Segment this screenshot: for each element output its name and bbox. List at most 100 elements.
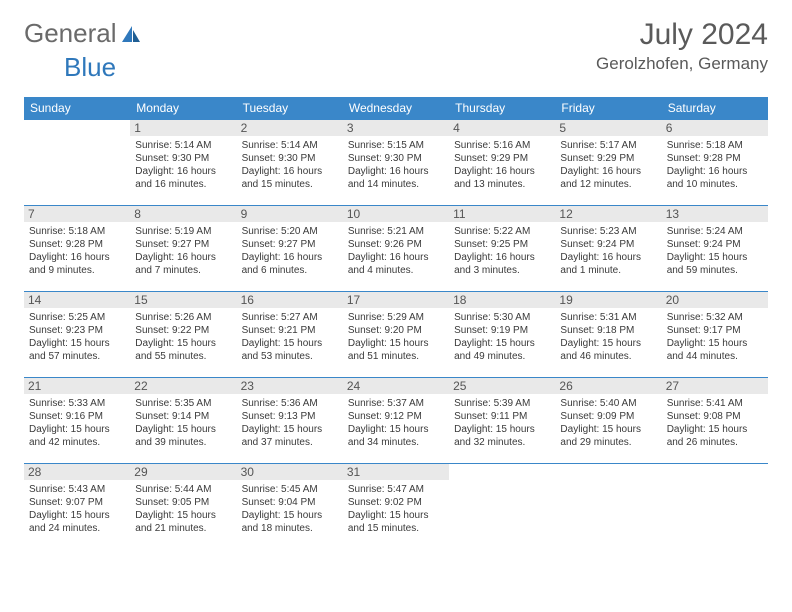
day-details: Sunrise: 5:23 AMSunset: 9:24 PMDaylight:…: [560, 225, 656, 277]
daylight-line2: and 39 minutes.: [135, 436, 231, 449]
calendar-row: 7Sunrise: 5:18 AMSunset: 9:28 PMDaylight…: [24, 206, 768, 292]
day-details: Sunrise: 5:14 AMSunset: 9:30 PMDaylight:…: [242, 139, 338, 191]
day-number: 6: [662, 120, 768, 136]
day-number: 26: [555, 378, 661, 394]
sunrise: Sunrise: 5:47 AM: [348, 483, 444, 496]
month-title: July 2024: [596, 18, 768, 52]
sunset: Sunset: 9:22 PM: [135, 324, 231, 337]
title-block: July 2024 Gerolzhofen, Germany: [596, 18, 768, 74]
daylight-line1: Daylight: 16 hours: [560, 165, 656, 178]
daylight-line2: and 7 minutes.: [135, 264, 231, 277]
sunset: Sunset: 9:29 PM: [454, 152, 550, 165]
daylight-line2: and 18 minutes.: [242, 522, 338, 535]
day-details: Sunrise: 5:27 AMSunset: 9:21 PMDaylight:…: [242, 311, 338, 363]
daylight-line2: and 12 minutes.: [560, 178, 656, 191]
daylight-line1: Daylight: 15 hours: [560, 423, 656, 436]
day-number: 20: [662, 292, 768, 308]
daylight-line2: and 10 minutes.: [667, 178, 763, 191]
day-header: Saturday: [662, 97, 768, 120]
sunset: Sunset: 9:05 PM: [135, 496, 231, 509]
sunset: Sunset: 9:27 PM: [242, 238, 338, 251]
sunset: Sunset: 9:30 PM: [135, 152, 231, 165]
logo-word-1: General: [24, 18, 117, 49]
calendar-cell: 20 Sunrise: 5:32 AMSunset: 9:17 PMDayligh…: [662, 292, 768, 378]
sunset: Sunset: 9:24 PM: [560, 238, 656, 251]
sunrise: Sunrise: 5:30 AM: [454, 311, 550, 324]
sunrise: Sunrise: 5:14 AM: [242, 139, 338, 152]
sunrise: Sunrise: 5:43 AM: [29, 483, 125, 496]
sunrise: Sunrise: 5:21 AM: [348, 225, 444, 238]
day-details: Sunrise: 5:18 AMSunset: 9:28 PMDaylight:…: [667, 139, 763, 191]
day-number: 18: [449, 292, 555, 308]
calendar-body: 1Sunrise: 5:14 AMSunset: 9:30 PMDaylight…: [24, 120, 768, 550]
sunrise: Sunrise: 5:36 AM: [242, 397, 338, 410]
sunrise: Sunrise: 5:25 AM: [29, 311, 125, 324]
day-details: Sunrise: 5:41 AMSunset: 9:08 PMDaylight:…: [667, 397, 763, 449]
daylight-line2: and 44 minutes.: [667, 350, 763, 363]
sunrise: Sunrise: 5:17 AM: [560, 139, 656, 152]
calendar-cell: [662, 464, 768, 550]
daylight-line1: Daylight: 16 hours: [667, 165, 763, 178]
sunset: Sunset: 9:07 PM: [29, 496, 125, 509]
day-number: 1: [130, 120, 236, 136]
day-number: 17: [343, 292, 449, 308]
daylight-line1: Daylight: 15 hours: [135, 337, 231, 350]
sunset: Sunset: 9:21 PM: [242, 324, 338, 337]
daylight-line1: Daylight: 15 hours: [242, 509, 338, 522]
daylight-line2: and 1 minute.: [560, 264, 656, 277]
sunrise: Sunrise: 5:18 AM: [667, 139, 763, 152]
daylight-line1: Daylight: 15 hours: [242, 337, 338, 350]
daylight-line1: Daylight: 15 hours: [454, 423, 550, 436]
day-number: 25: [449, 378, 555, 394]
sunset: Sunset: 9:04 PM: [242, 496, 338, 509]
daylight-line2: and 32 minutes.: [454, 436, 550, 449]
day-number: 22: [130, 378, 236, 394]
sunset: Sunset: 9:20 PM: [348, 324, 444, 337]
sunrise: Sunrise: 5:27 AM: [242, 311, 338, 324]
calendar-cell: 6 Sunrise: 5:18 AMSunset: 9:28 PMDaylight…: [662, 120, 768, 206]
sunset: Sunset: 9:16 PM: [29, 410, 125, 423]
sunset: Sunset: 9:17 PM: [667, 324, 763, 337]
daylight-line1: Daylight: 16 hours: [135, 165, 231, 178]
day-details: Sunrise: 5:39 AMSunset: 9:11 PMDaylight:…: [454, 397, 550, 449]
calendar-cell: 19Sunrise: 5:31 AMSunset: 9:18 PMDayligh…: [555, 292, 661, 378]
daylight-line1: Daylight: 16 hours: [29, 251, 125, 264]
day-number: 14: [24, 292, 130, 308]
calendar-cell: 21Sunrise: 5:33 AMSunset: 9:16 PMDayligh…: [24, 378, 130, 464]
daylight-line1: Daylight: 16 hours: [242, 251, 338, 264]
sunrise: Sunrise: 5:15 AM: [348, 139, 444, 152]
daylight-line2: and 3 minutes.: [454, 264, 550, 277]
sunrise: Sunrise: 5:24 AM: [667, 225, 763, 238]
daylight-line2: and 57 minutes.: [29, 350, 125, 363]
sunrise: Sunrise: 5:29 AM: [348, 311, 444, 324]
daylight-line1: Daylight: 15 hours: [135, 509, 231, 522]
sunrise: Sunrise: 5:14 AM: [135, 139, 231, 152]
sunrise: Sunrise: 5:20 AM: [242, 225, 338, 238]
daylight-line2: and 53 minutes.: [242, 350, 338, 363]
day-number: 30: [237, 464, 343, 480]
sunset: Sunset: 9:27 PM: [135, 238, 231, 251]
day-details: Sunrise: 5:18 AMSunset: 9:28 PMDaylight:…: [29, 225, 125, 277]
daylight-line2: and 13 minutes.: [454, 178, 550, 191]
daylight-line1: Daylight: 15 hours: [348, 423, 444, 436]
daylight-line1: Daylight: 15 hours: [667, 337, 763, 350]
day-number: 5: [555, 120, 661, 136]
day-number: 19: [555, 292, 661, 308]
day-details: Sunrise: 5:44 AMSunset: 9:05 PMDaylight:…: [135, 483, 231, 535]
sunrise: Sunrise: 5:16 AM: [454, 139, 550, 152]
sunset: Sunset: 9:29 PM: [560, 152, 656, 165]
calendar-cell: 30Sunrise: 5:45 AMSunset: 9:04 PMDayligh…: [237, 464, 343, 550]
calendar-cell: 10Sunrise: 5:21 AMSunset: 9:26 PMDayligh…: [343, 206, 449, 292]
daylight-line2: and 21 minutes.: [135, 522, 231, 535]
day-details: Sunrise: 5:32 AMSunset: 9:17 PMDaylight:…: [667, 311, 763, 363]
daylight-line2: and 55 minutes.: [135, 350, 231, 363]
daylight-line2: and 15 minutes.: [348, 522, 444, 535]
calendar-cell: 11Sunrise: 5:22 AMSunset: 9:25 PMDayligh…: [449, 206, 555, 292]
day-details: Sunrise: 5:35 AMSunset: 9:14 PMDaylight:…: [135, 397, 231, 449]
daylight-line1: Daylight: 15 hours: [454, 337, 550, 350]
day-number: 27: [662, 378, 768, 394]
day-number: 10: [343, 206, 449, 222]
calendar-cell: 16Sunrise: 5:27 AMSunset: 9:21 PMDayligh…: [237, 292, 343, 378]
calendar-cell: 24Sunrise: 5:37 AMSunset: 9:12 PMDayligh…: [343, 378, 449, 464]
calendar-cell: 4Sunrise: 5:16 AMSunset: 9:29 PMDaylight…: [449, 120, 555, 206]
